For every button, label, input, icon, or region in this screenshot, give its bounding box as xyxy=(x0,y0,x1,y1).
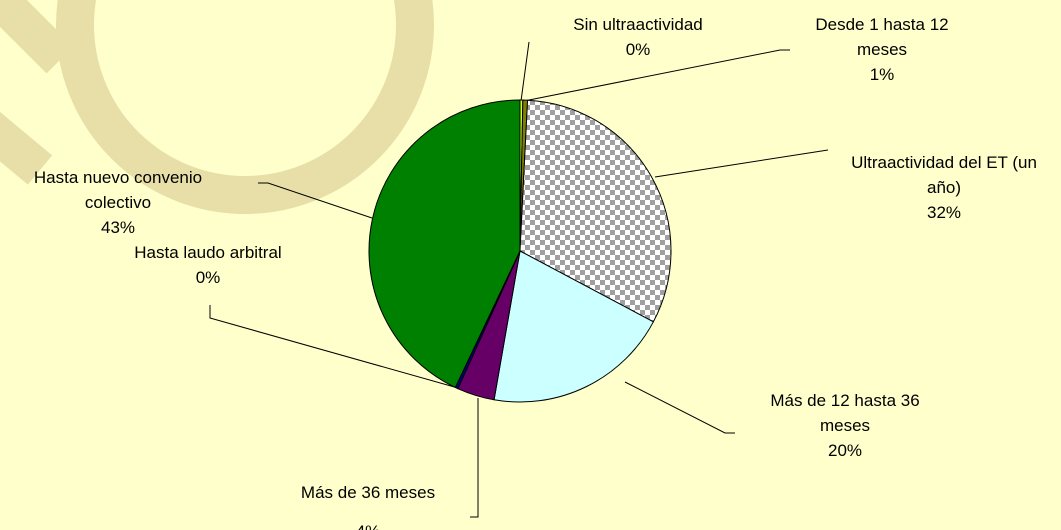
slice-label: Ultraactividad del ET (un año) 32% xyxy=(834,150,1054,225)
slice-label: Hasta nuevo convenio colectivo 43% xyxy=(18,165,218,240)
percent-label: 0% xyxy=(195,268,221,287)
leader-lines xyxy=(209,41,829,518)
percent-label: 20% xyxy=(827,441,863,460)
percent-label: 1% xyxy=(869,65,895,84)
slice-label: Más de 36 meses 4% xyxy=(268,480,468,530)
category-name: Más de 36 meses xyxy=(300,483,436,502)
slice-label: Sin ultraactividad 0% xyxy=(538,12,738,62)
pie-slice xyxy=(368,99,521,389)
category-name: Desde 1 hasta 12 meses xyxy=(815,15,949,59)
pie-slice xyxy=(493,250,655,403)
percent-label: 32% xyxy=(926,203,962,222)
category-name: Hasta laudo arbitral xyxy=(134,243,282,262)
category-name: Sin ultraactividad xyxy=(573,15,703,34)
category-name: Hasta nuevo convenio colectivo xyxy=(33,168,203,212)
pie-slice xyxy=(519,99,672,323)
percent-label: 43% xyxy=(100,218,136,237)
percent-label: 0% xyxy=(625,40,651,59)
category-name: Más de 12 hasta 36 meses xyxy=(770,391,920,435)
percent-label: 4% xyxy=(268,519,468,530)
slice-label: Hasta laudo arbitral 0% xyxy=(98,240,318,290)
pie xyxy=(368,99,672,403)
category-name: Ultraactividad del ET (un año) xyxy=(851,153,1037,197)
watermark xyxy=(0,0,434,214)
slice-label: Desde 1 hasta 12 meses 1% xyxy=(797,12,967,87)
slice-label: Más de 12 hasta 36 meses 20% xyxy=(750,388,940,463)
